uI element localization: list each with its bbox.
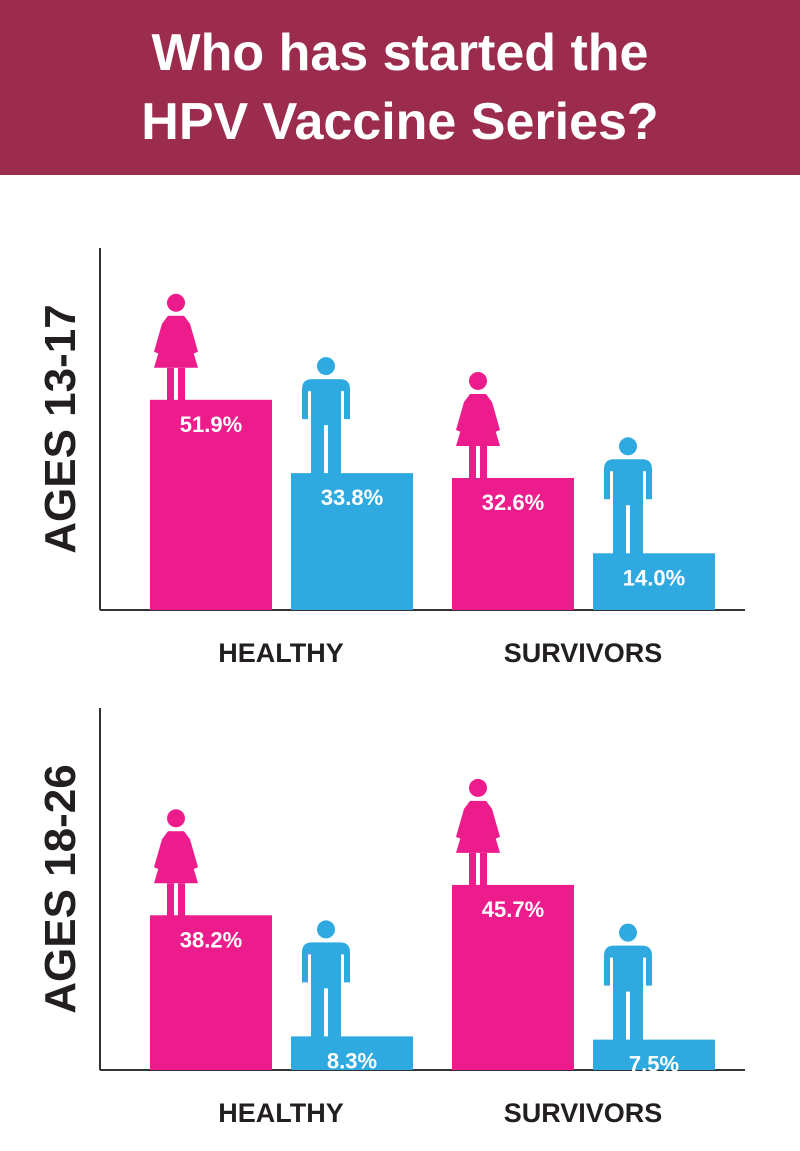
male-icon bbox=[604, 923, 652, 1042]
bar-healthy-female bbox=[150, 399, 272, 610]
data-label-survivors-female: 32.6% bbox=[482, 490, 544, 515]
title-banner: Who has started the HPV Vaccine Series? bbox=[0, 0, 800, 175]
data-label-healthy-female: 38.2% bbox=[180, 927, 242, 952]
female-icon bbox=[456, 778, 500, 887]
category-label-healthy: HEALTHY bbox=[218, 638, 344, 668]
data-label-survivors-male: 14.0% bbox=[623, 565, 685, 590]
male-icon bbox=[604, 437, 652, 556]
data-label-healthy-female: 51.9% bbox=[180, 412, 242, 437]
bar-healthy-male bbox=[291, 473, 413, 610]
bar-survivors-male bbox=[593, 1039, 715, 1070]
male-icon bbox=[302, 357, 350, 476]
male-icon bbox=[302, 920, 350, 1039]
female-icon bbox=[154, 809, 198, 918]
bar-survivors-male bbox=[593, 553, 715, 610]
data-label-survivors-male: 7.5% bbox=[629, 1052, 679, 1077]
category-label-survivors: SURVIVORS bbox=[504, 638, 663, 668]
female-icon bbox=[456, 371, 500, 480]
bar-healthy-male bbox=[291, 1036, 413, 1070]
data-label-healthy-male: 8.3% bbox=[327, 1048, 377, 1073]
category-label-healthy: HEALTHY bbox=[218, 1098, 344, 1128]
chart-ages-18-26: AGES 18-26 38.2% 45.7% 8.3% 7.5% HEALTHY SURVI… bbox=[36, 708, 745, 1128]
bar-healthy-female bbox=[150, 915, 272, 1070]
title-line-2: HPV Vaccine Series? bbox=[141, 93, 659, 151]
chart-ages-13-17: AGES 13-17 51.9% 32.6% 33.8% 14.0% HEALTHY SUR… bbox=[36, 248, 745, 668]
data-label-healthy-male: 33.8% bbox=[321, 485, 383, 510]
bar-survivors-female bbox=[452, 477, 574, 610]
title-line-1: Who has started the bbox=[151, 24, 649, 82]
category-label-survivors: SURVIVORS bbox=[504, 1098, 663, 1128]
y-axis-label: AGES 13-17 bbox=[36, 304, 85, 553]
bar-survivors-female bbox=[452, 884, 574, 1070]
data-label-survivors-female: 45.7% bbox=[482, 897, 544, 922]
female-icon bbox=[154, 293, 198, 402]
y-axis-label: AGES 18-26 bbox=[36, 764, 85, 1013]
